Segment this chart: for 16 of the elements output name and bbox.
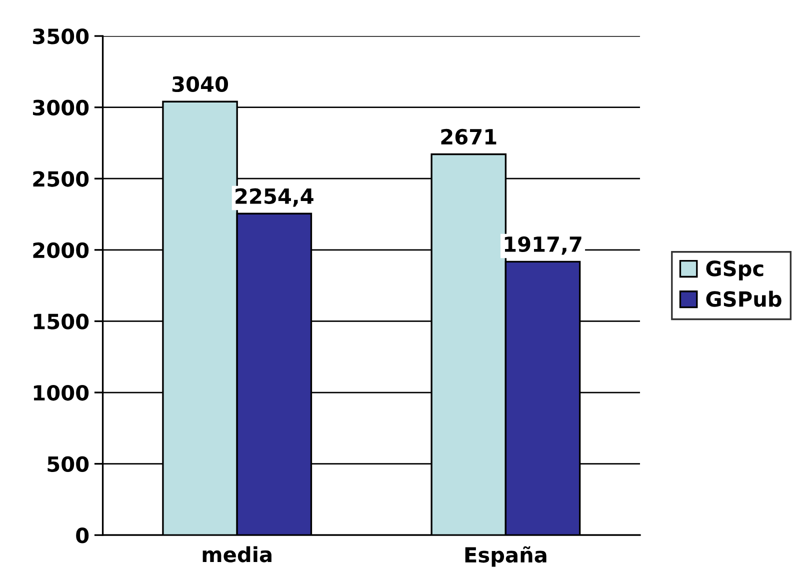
y-tick-label: 3500 <box>33 28 89 44</box>
y-tick-label: 1000 <box>34 384 89 401</box>
data-label: 1917,7 <box>504 236 582 255</box>
legend-label: GSpc <box>706 260 764 280</box>
x-tick-label: media <box>202 546 272 562</box>
data-label: 3040 <box>172 76 228 92</box>
x-tick-label: España <box>465 546 546 567</box>
y-tick-label: 0 <box>76 528 89 544</box>
y-tick-label: 1500 <box>34 314 89 330</box>
y-tick-label: 2500 <box>33 171 89 187</box>
y-tick-label: 3000 <box>33 100 89 116</box>
legend-label: GSPub <box>706 290 782 307</box>
y-tick-label: 2000 <box>33 242 89 258</box>
data-label: 2254,4 <box>236 188 314 207</box>
y-tick-label: 500 <box>48 456 89 472</box>
data-label: 2671 <box>441 128 496 145</box>
